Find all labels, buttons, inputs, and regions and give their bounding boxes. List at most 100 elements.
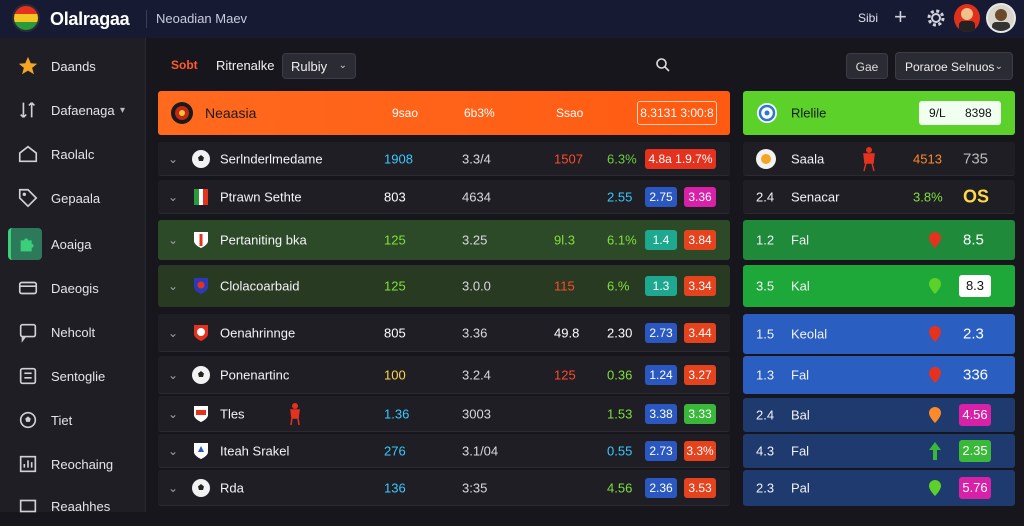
stat-col2: 3.25 (462, 232, 488, 248)
sidebar-item[interactable]: Nehcolt (0, 312, 146, 352)
tab-secondary[interactable]: Ritrenalke (216, 58, 275, 73)
right-row-value2[interactable]: 8.3 (959, 275, 991, 297)
right-header-box[interactable]: 9/L 8398 (919, 101, 1001, 125)
sidebar-item[interactable]: Raolalc (0, 134, 146, 174)
right-panel-row[interactable]: Saala 4513 735 (743, 142, 1015, 176)
plus-icon[interactable]: + (894, 4, 907, 29)
odds-badge[interactable]: 4.8a 1.9.7% (645, 148, 716, 169)
table-row[interactable]: ⌄ Clolacoarbaid 125 3.0.0 115 6.% 1.3 3.34 (158, 265, 730, 307)
right-panel-header[interactable]: Rlelile 9/L 8398 (743, 91, 1015, 135)
sidebar-item[interactable]: Reochaing (0, 444, 146, 484)
stat-col1: 125 (384, 278, 406, 294)
right-panel-row[interactable]: 4.3 Fal 2.35 (743, 434, 1015, 468)
brand-title[interactable]: Olalragaa (50, 9, 130, 29)
chevron-down-icon[interactable]: ⌄ (168, 480, 179, 495)
sidebar-item[interactable]: Sentoglie (0, 356, 146, 396)
team-name: Serlnderlmedame (220, 151, 323, 166)
table-header[interactable]: Neaasia 9sao 6b3% Ssao 8.3131 3:00:8 (158, 91, 730, 135)
avatar-user[interactable] (986, 3, 1016, 33)
odds-badge[interactable]: 3.3% (684, 440, 716, 461)
table-row[interactable]: ⌄ Ponenartinc 100 3.2.4 125 0.36 1.24 3.27 (158, 356, 730, 394)
stat-col3: 115 (554, 278, 575, 294)
go-button[interactable]: Gae (846, 53, 888, 79)
stat-col2: 4634 (462, 189, 491, 204)
chevron-down-icon[interactable]: ⌄ (168, 151, 179, 166)
odds-badge[interactable]: 3.53 (684, 477, 716, 498)
right-panel-row[interactable]: 2.4 Senacar 3.8% OS (743, 180, 1015, 214)
right-panel-row[interactable]: 3.5 Kal 8.3 (743, 265, 1015, 307)
sort-select[interactable]: Poraroe Selnuos ⌄ (895, 52, 1013, 80)
chevron-down-icon: ▾ (120, 104, 126, 116)
top-bar: Olalragaa Neoadian Maev Sibi + (0, 0, 1024, 38)
chevron-down-icon[interactable]: ⌄ (168, 189, 179, 204)
filter-select-value: Rulbiy (291, 59, 328, 74)
location-pin-icon (929, 232, 941, 248)
sidebar-item-label: Reaahhes (51, 498, 111, 514)
chevron-down-icon[interactable]: ⌄ (168, 325, 179, 340)
table-row[interactable]: ⌄ Rda 136 3:35 4.56 2.36 3.53 (158, 470, 730, 506)
right-panel-row[interactable]: 1.3 Fal 336 (743, 356, 1015, 394)
right-row-left-value: 4.3 (756, 443, 775, 459)
header-odds-box[interactable]: 8.3131 3:00:8 (637, 101, 717, 125)
table-row[interactable]: ⌄ Oenahrinnge 805 3.36 49.8 2.30 2.73 3.44 (158, 314, 730, 352)
right-row-value2[interactable]: 2.35 (959, 440, 991, 462)
odds-badge[interactable]: 3.33 (684, 403, 716, 424)
right-panel-row[interactable]: 2.4 Bal 4.56 (743, 398, 1015, 432)
search-icon[interactable] (655, 57, 671, 73)
chevron-down-icon[interactable]: ⌄ (168, 443, 179, 458)
right-row-value2[interactable]: 4.56 (959, 404, 991, 426)
sidebar-item[interactable]: Dafaenaga ▾ (0, 90, 146, 130)
team-name: Clolacoarbaid (220, 278, 300, 294)
sidebar-item[interactable]: Daands (0, 46, 146, 86)
stat-col4: 2.30 (607, 325, 633, 340)
right-row-value2: OS (963, 186, 990, 206)
right-row-left-value: 2.3 (756, 480, 775, 496)
filter-select[interactable]: Rulbiy ⌄ (282, 53, 356, 79)
odds-badge[interactable]: 3.34 (684, 276, 716, 296)
odds-badge[interactable]: 2.75 (645, 186, 677, 207)
right-row-value2[interactable]: 5.76 (959, 477, 991, 499)
sidebar-item-label: Daands (51, 58, 96, 74)
table-row[interactable]: ⌄ Pertaniting bka 125 3.25 9l.3 6.1% 1.4 3.84 (158, 220, 730, 260)
table-row[interactable]: ⌄ Ptrawn Sethte 803 4634 2.55 2.75 3.36 (158, 180, 730, 214)
odds-badge[interactable]: 1.3 (645, 276, 677, 296)
table-row[interactable]: ⌄ Iteah Srakel 276 3.1/04 0.55 2.73 3.3% (158, 434, 730, 468)
team-crest-icon (192, 149, 210, 168)
chevron-down-icon[interactable]: ⌄ (168, 406, 179, 421)
odds-badge[interactable]: 2.73 (645, 322, 677, 343)
sidebar-item[interactable]: Reaahhes (0, 486, 146, 526)
sidebar: Daands Dafaenaga ▾ Raolalc Gepaala Aoaiga Daeo… (0, 38, 146, 514)
right-panel-row[interactable]: 1.5 Keolal 2.3 (743, 314, 1015, 354)
right-panel-row[interactable]: 2.3 Pal 5.76 (743, 470, 1015, 506)
right-row-left-value: 2.4 (756, 189, 775, 204)
chevron-down-icon[interactable]: ⌄ (168, 367, 179, 382)
right-row-left-value: 1.2 (756, 232, 775, 248)
odds-badge[interactable]: 2.73 (645, 440, 677, 461)
odds-badge[interactable]: 3.27 (684, 364, 716, 385)
chevron-down-icon[interactable]: ⌄ (168, 279, 179, 293)
gear-icon[interactable] (924, 6, 948, 30)
odds-badge[interactable]: 1.24 (645, 364, 677, 385)
sidebar-item[interactable]: Aoaiga (0, 224, 146, 264)
odds-badge[interactable]: 3.84 (684, 230, 716, 250)
stat-col4: 6.% (607, 278, 630, 294)
sidebar-item[interactable]: Gepaala (0, 178, 146, 218)
sidebar-item[interactable]: Tiet (0, 400, 146, 440)
table-row[interactable]: ⌄ Tles 1.36 3003 1.53 3.38 3.33 (158, 396, 730, 432)
odds-badge[interactable]: 3.44 (684, 322, 716, 343)
sidebar-item[interactable]: Daeogis (0, 268, 146, 308)
right-panel-row[interactable]: 1.2 Fal 8.5 (743, 220, 1015, 260)
logo-flag-icon[interactable] (12, 4, 40, 32)
chevron-down-icon[interactable]: ⌄ (168, 233, 179, 247)
odds-badge[interactable]: 3.36 (684, 186, 716, 207)
odds-badge[interactable]: 3.38 (645, 403, 677, 424)
avatar-player[interactable] (954, 4, 980, 32)
tab-active[interactable]: Sobt (171, 58, 198, 72)
right-row-label: Fal (791, 232, 810, 248)
table-row[interactable]: ⌄ Serlnderlmedame 1908 3.3/4 1507 6.3% 4.8a 1.… (158, 142, 730, 176)
sort-select-value: Poraroe Selnuos (905, 60, 995, 74)
team-crest-icon (194, 278, 208, 294)
team-crest-icon (194, 405, 208, 422)
odds-badge[interactable]: 2.36 (645, 477, 677, 498)
odds-badge[interactable]: 1.4 (645, 230, 677, 250)
